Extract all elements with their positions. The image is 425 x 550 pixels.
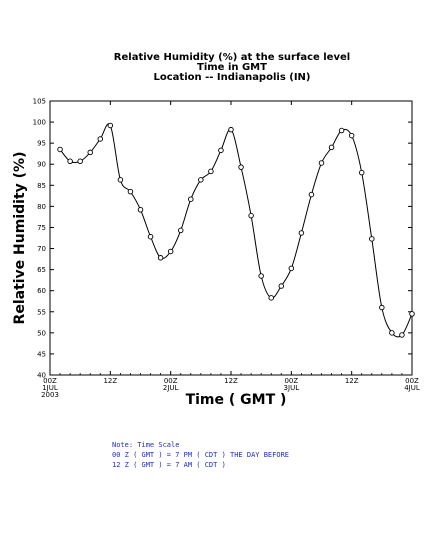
x-tick-label: 2JUL bbox=[163, 384, 179, 392]
title-line-3: Location -- Indianapolis (IN) bbox=[154, 72, 311, 83]
y-tick-label: 40 bbox=[37, 372, 46, 380]
y-tick-label: 55 bbox=[37, 308, 46, 316]
data-point bbox=[248, 212, 254, 219]
data-point bbox=[268, 295, 274, 301]
data-point bbox=[137, 207, 144, 213]
y-tick-label: 70 bbox=[37, 245, 46, 253]
data-point bbox=[157, 255, 164, 261]
data-point bbox=[127, 188, 134, 195]
chart-title: Relative Humidity (%) at the surface lev… bbox=[114, 52, 350, 83]
plot-frame bbox=[49, 100, 413, 376]
data-point bbox=[278, 283, 285, 289]
humidity-series bbox=[57, 122, 415, 338]
y-tick-label: 45 bbox=[37, 350, 46, 358]
series-line bbox=[59, 123, 413, 338]
y-tick-label: 100 bbox=[33, 119, 46, 127]
x-tick-label: 3JUL bbox=[284, 384, 300, 392]
data-point bbox=[389, 330, 395, 336]
data-point bbox=[208, 168, 214, 175]
data-point bbox=[87, 149, 93, 156]
y-tick-label: 105 bbox=[33, 98, 46, 106]
x-tick-label: 12Z bbox=[103, 377, 117, 385]
title-line-1: Relative Humidity (%) at the surface lev… bbox=[114, 52, 350, 63]
y-tick-label: 75 bbox=[37, 224, 46, 232]
data-point bbox=[369, 236, 375, 242]
data-point bbox=[399, 332, 405, 338]
y-tick-label: 90 bbox=[37, 161, 46, 169]
x-tick-label: 12Z bbox=[224, 377, 238, 385]
data-point bbox=[258, 273, 264, 279]
x-axis-label: Time ( GMT ) bbox=[186, 392, 287, 408]
title-line-2: Time in GMT bbox=[197, 62, 267, 73]
data-point bbox=[338, 127, 345, 134]
y-tick-label: 85 bbox=[37, 182, 46, 190]
data-point bbox=[409, 311, 415, 317]
data-point bbox=[318, 160, 325, 166]
note-line-12z: 12 Z ( GMT ) = 7 AM ( CDT ) bbox=[112, 461, 226, 469]
data-point bbox=[77, 158, 83, 165]
data-point bbox=[218, 147, 224, 154]
y-tick-label: 65 bbox=[37, 266, 46, 274]
x-tick-label: 2003 bbox=[41, 391, 59, 399]
data-point bbox=[308, 191, 315, 198]
data-point bbox=[57, 146, 63, 153]
y-axis: 40 45 50 55 60 65 70 75 80 85 90 95 100 105 bbox=[33, 98, 412, 380]
x-tick-label: 12Z bbox=[345, 377, 359, 385]
data-point bbox=[198, 177, 204, 183]
data-point bbox=[298, 230, 305, 236]
data-point bbox=[177, 227, 184, 234]
y-tick-label: 60 bbox=[37, 287, 46, 295]
x-tick-label: 00Z bbox=[164, 377, 178, 385]
data-point bbox=[107, 122, 114, 129]
data-point bbox=[288, 265, 295, 272]
data-point bbox=[67, 158, 73, 165]
data-point bbox=[117, 177, 124, 183]
data-point bbox=[188, 196, 194, 202]
y-tick-label: 80 bbox=[37, 203, 46, 211]
y-tick-label: 95 bbox=[37, 140, 46, 148]
y-axis-label: Relative Humidity (%) bbox=[12, 152, 28, 325]
x-tick-label: 00Z bbox=[43, 377, 57, 385]
data-point bbox=[167, 248, 174, 255]
time-scale-note: Note: Time Scale 00 Z ( GMT ) = 7 PM ( C… bbox=[112, 440, 289, 470]
x-tick-label: 1JUL bbox=[42, 384, 58, 392]
data-point bbox=[228, 126, 234, 133]
y-tick-label: 50 bbox=[37, 329, 46, 337]
data-point bbox=[238, 164, 244, 170]
note-line-00z: 00 Z ( GMT ) = 7 PM ( CDT ) THE DAY BEFO… bbox=[112, 451, 290, 459]
note-heading: Note: Time Scale bbox=[112, 441, 180, 449]
data-point bbox=[97, 136, 104, 142]
data-point bbox=[379, 304, 385, 311]
data-point bbox=[328, 144, 335, 151]
data-point bbox=[147, 233, 154, 240]
data-point bbox=[358, 169, 365, 176]
x-tick-label: 4JUL bbox=[404, 384, 420, 392]
data-point bbox=[348, 132, 355, 139]
x-tick-label: 00Z bbox=[284, 377, 298, 385]
x-tick-label: 00Z bbox=[405, 377, 419, 385]
